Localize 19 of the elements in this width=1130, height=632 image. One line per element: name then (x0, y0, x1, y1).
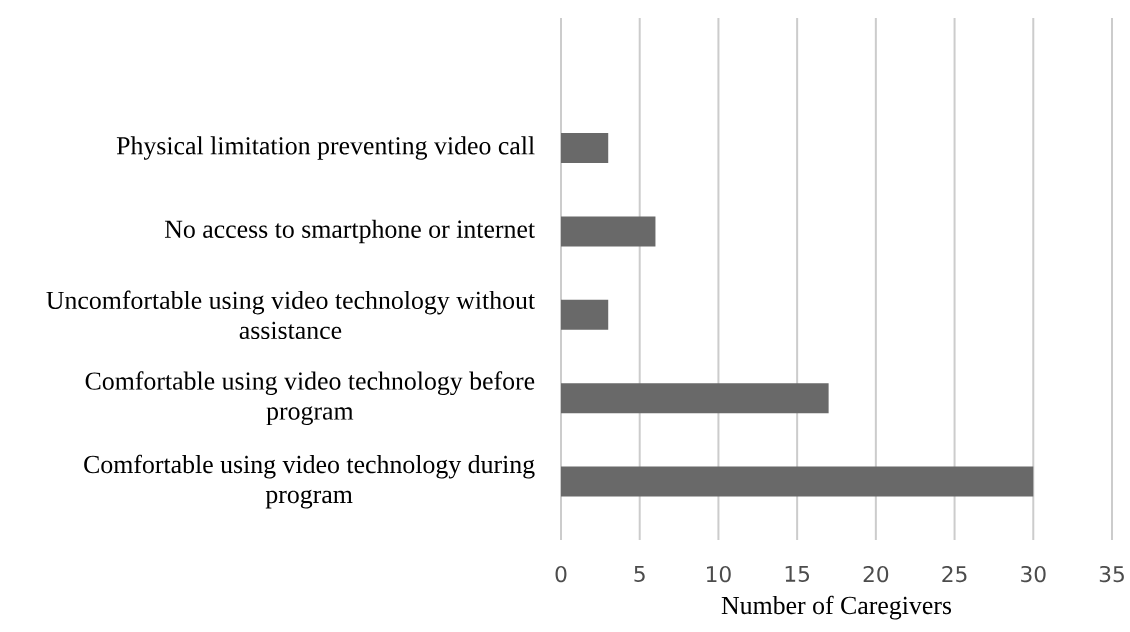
bar (561, 383, 829, 414)
bar (561, 299, 609, 330)
x-tick-label: 30 (1021, 565, 1046, 583)
y-tick-label: Physical limitation preventing video call (116, 136, 535, 160)
bar (561, 466, 1034, 497)
bar (561, 133, 609, 164)
x-tick-label: 0 (555, 565, 567, 583)
y-tick-label: No access to smartphone or internet (164, 219, 535, 244)
y-tick-label: Comfortable using video technology before program (85, 371, 535, 426)
y-tick-label: Uncomfortable using video technology without assistance (46, 290, 535, 340)
bar (561, 216, 656, 247)
y-tick-label: Comfortable using video technology during program (84, 454, 535, 509)
x-tick-label: 20 (863, 565, 889, 583)
x-tick-label: 25 (942, 565, 967, 583)
x-tick-label: 35 (1099, 565, 1124, 583)
x-axis-title: Number of Caregivers (721, 595, 952, 620)
x-tick-label: 10 (707, 565, 731, 583)
x-tick-label: 5 (634, 565, 645, 582)
x-tick-label: 15 (785, 565, 810, 582)
